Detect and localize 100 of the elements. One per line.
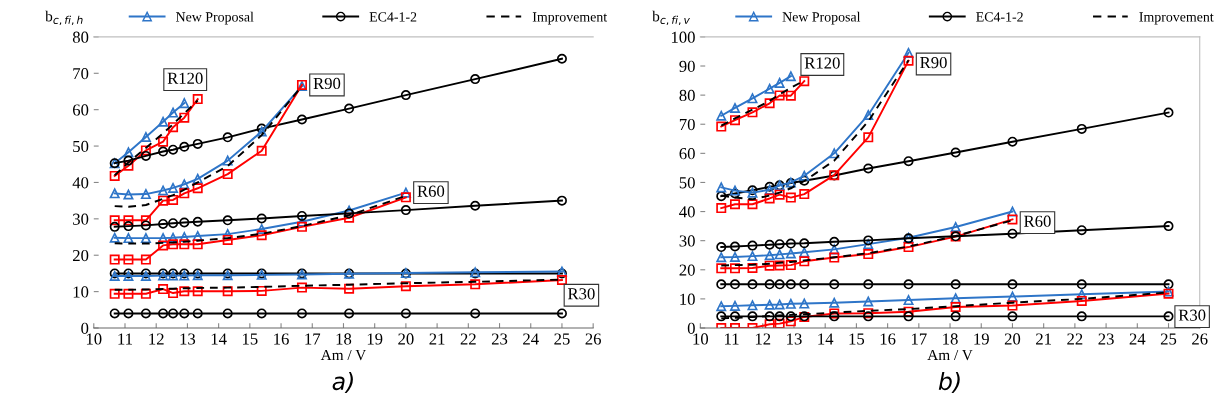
point	[747, 199, 758, 210]
point	[179, 141, 190, 152]
x-tick-label: 22	[1067, 333, 1083, 345]
point	[785, 316, 796, 327]
y-tick-label: 0	[81, 322, 89, 334]
y-tick-label: 100	[671, 31, 695, 43]
point	[729, 263, 740, 274]
point	[1076, 225, 1087, 236]
y-tick-label: 40	[72, 177, 89, 189]
point	[179, 179, 190, 190]
x-tick-label: 23	[491, 333, 508, 345]
y-tick-label: 10	[73, 286, 89, 298]
point	[140, 131, 151, 142]
point	[1007, 311, 1018, 322]
point	[179, 98, 190, 109]
point	[863, 249, 874, 260]
point	[785, 248, 796, 259]
point	[785, 71, 796, 82]
x-tick-label: 26	[1192, 333, 1208, 345]
point	[123, 308, 134, 319]
x-tick-label: 25	[554, 333, 570, 345]
point	[774, 77, 785, 88]
x-tick-label: 17	[305, 333, 321, 345]
x-tick-label: 19	[367, 333, 383, 345]
annotation: R90	[920, 56, 947, 69]
x-tick-label: 15	[849, 333, 865, 345]
y-tick-label: 30	[73, 213, 89, 225]
point	[774, 299, 785, 310]
point	[950, 279, 961, 290]
point	[109, 232, 120, 243]
point	[222, 132, 233, 143]
point	[140, 150, 151, 161]
x-tick-label: 13	[180, 333, 196, 345]
point	[470, 200, 481, 211]
point	[774, 279, 785, 290]
point	[799, 175, 810, 186]
point	[785, 260, 796, 271]
point	[764, 311, 775, 322]
y-tick-label: 70	[73, 67, 89, 80]
point	[168, 107, 179, 118]
point	[140, 254, 151, 265]
point	[400, 192, 411, 203]
x-tick-label: 13	[787, 333, 802, 345]
point	[1163, 279, 1174, 290]
point	[192, 138, 203, 149]
annotation: R120	[804, 57, 840, 69]
point	[400, 281, 411, 292]
point	[179, 188, 190, 199]
point	[168, 194, 179, 205]
x-tick-label: 20	[398, 333, 414, 345]
point	[296, 308, 307, 319]
point	[109, 170, 120, 181]
point	[774, 189, 785, 200]
x-tick-label: 12	[149, 333, 164, 345]
point	[903, 279, 914, 290]
point	[863, 109, 874, 120]
point	[109, 288, 120, 299]
y-tick-label: 50	[73, 140, 89, 153]
point	[829, 244, 840, 255]
point	[764, 250, 775, 261]
point	[123, 147, 134, 158]
annotation: R60	[1024, 215, 1051, 227]
point	[192, 183, 203, 194]
point	[829, 297, 840, 308]
x-tick-label: 20	[1004, 333, 1021, 345]
point	[158, 284, 169, 295]
x-tick-label: 11	[118, 333, 133, 345]
point	[179, 239, 190, 250]
x-tick-label: 24	[1129, 333, 1146, 345]
point	[1007, 291, 1018, 302]
point	[140, 288, 151, 299]
point	[729, 279, 740, 290]
point	[222, 169, 233, 180]
y-tick-label: 20	[72, 249, 89, 262]
point	[256, 213, 267, 224]
point	[1163, 221, 1174, 232]
y-axis-title: b$_{c,fi,h}$	[45, 10, 83, 26]
point	[1007, 136, 1018, 147]
point	[192, 239, 203, 250]
point	[179, 217, 190, 228]
point	[716, 203, 727, 214]
x-tick-label: 14	[211, 333, 227, 345]
point	[799, 298, 810, 309]
point	[168, 308, 179, 319]
point	[296, 221, 307, 232]
legend-label: EC4-1-2	[976, 12, 1023, 22]
point	[109, 254, 120, 265]
point	[168, 288, 179, 299]
point	[296, 114, 307, 125]
annotation: R30	[1178, 309, 1206, 321]
point	[774, 249, 785, 260]
point	[785, 311, 796, 322]
point	[158, 240, 169, 251]
point	[829, 279, 840, 290]
point	[140, 233, 151, 244]
text: a)	[332, 371, 353, 393]
x-tick-label: 10	[86, 333, 102, 345]
x-axis-title: Am / V	[927, 349, 973, 361]
point	[158, 136, 169, 147]
legend-label: Improvement	[1139, 12, 1214, 25]
